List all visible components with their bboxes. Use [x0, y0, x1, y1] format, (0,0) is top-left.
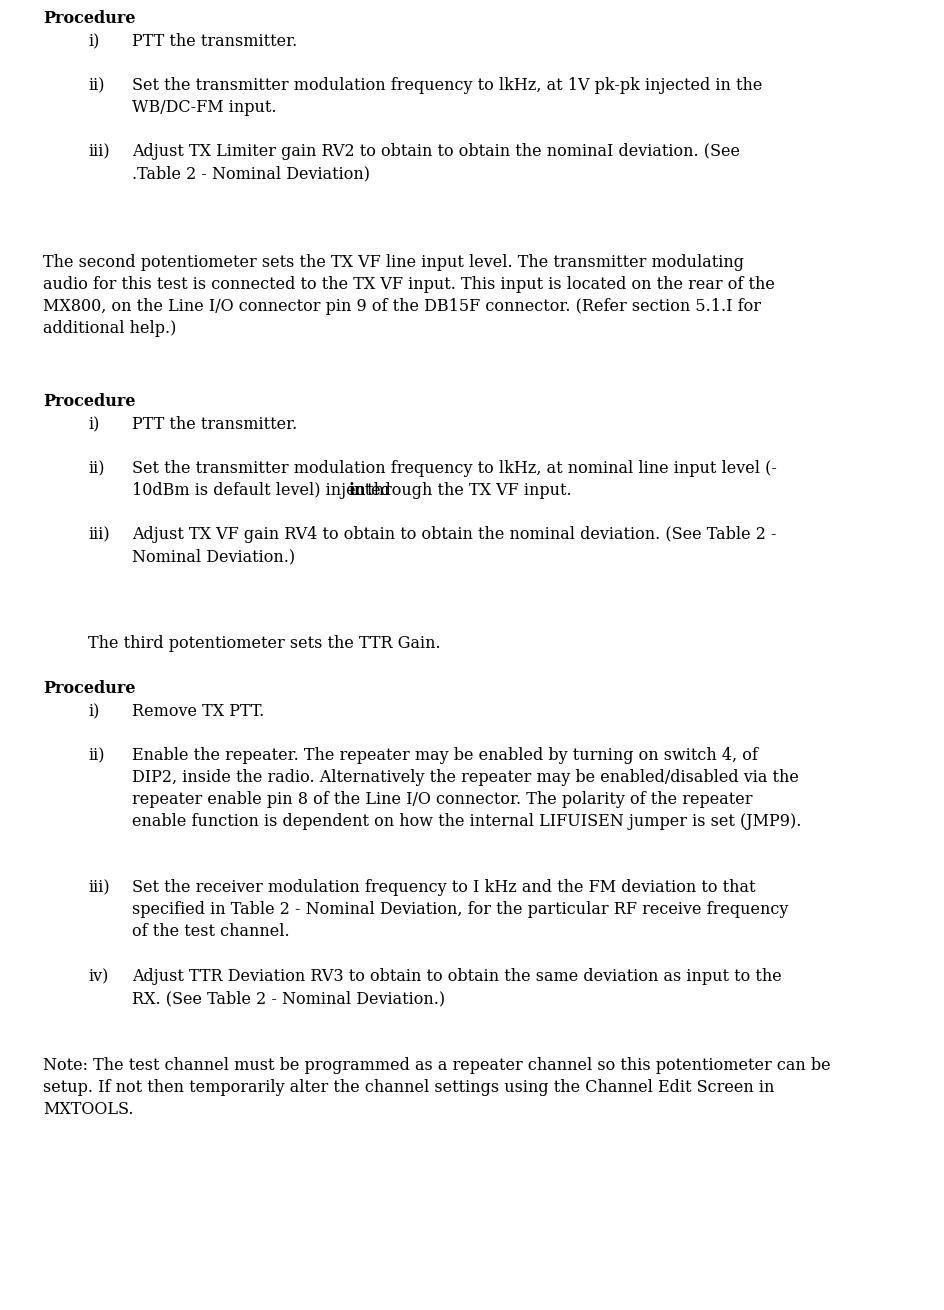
Text: Adjust TX VF gain RV4 to obtain to obtain the nominal deviation. (See Table 2 -: Adjust TX VF gain RV4 to obtain to obtai…	[132, 527, 776, 544]
Text: i): i)	[88, 33, 99, 50]
Text: ii): ii)	[88, 460, 105, 477]
Text: through the TX VF input.: through the TX VF input.	[362, 482, 571, 499]
Text: repeater enable pin 8 of the Line I/O connector. The polarity of the repeater: repeater enable pin 8 of the Line I/O co…	[132, 791, 751, 808]
Text: ii): ii)	[88, 77, 105, 94]
Text: Procedure: Procedure	[43, 680, 135, 697]
Text: Procedure: Procedure	[43, 393, 135, 410]
Text: audio for this test is connected to the TX VF input. This input is located on th: audio for this test is connected to the …	[43, 276, 774, 293]
Text: Nominal Deviation.): Nominal Deviation.)	[132, 548, 295, 565]
Text: PTT the transmitter.: PTT the transmitter.	[132, 417, 297, 434]
Text: The second potentiometer sets the TX VF line input level. The transmitter modula: The second potentiometer sets the TX VF …	[43, 254, 743, 271]
Text: 10dBm is default level) injected: 10dBm is default level) injected	[132, 482, 396, 499]
Text: iii): iii)	[88, 143, 110, 160]
Text: iii): iii)	[88, 527, 110, 544]
Text: enable function is dependent on how the internal LIFUISEN jumper is set (JMP9).: enable function is dependent on how the …	[132, 814, 801, 831]
Text: specified in Table 2 - Nominal Deviation, for the particular RF receive frequenc: specified in Table 2 - Nominal Deviation…	[132, 901, 787, 918]
Text: DIP2, inside the radio. Alternatively the repeater may be enabled/disabled via t: DIP2, inside the radio. Alternatively th…	[132, 769, 798, 786]
Text: PTT the transmitter.: PTT the transmitter.	[132, 33, 297, 50]
Text: ii): ii)	[88, 747, 105, 764]
Text: i): i)	[88, 417, 99, 434]
Text: Procedure: Procedure	[43, 10, 135, 28]
Text: in: in	[347, 482, 365, 499]
Text: of the test channel.: of the test channel.	[132, 924, 289, 941]
Text: additional help.): additional help.)	[43, 320, 177, 337]
Text: Adjust TTR Deviation RV3 to obtain to obtain the same deviation as input to the: Adjust TTR Deviation RV3 to obtain to ob…	[132, 968, 781, 985]
Text: MX800, on the Line I/O connector pin 9 of the DB15F connector. (Refer section 5.: MX800, on the Line I/O connector pin 9 o…	[43, 297, 760, 314]
Text: setup. If not then temporarily alter the channel settings using the Channel Edit: setup. If not then temporarily alter the…	[43, 1079, 773, 1096]
Text: .Table 2 - Nominal Deviation): .Table 2 - Nominal Deviation)	[132, 165, 370, 182]
Text: Remove TX PTT.: Remove TX PTT.	[132, 703, 264, 720]
Text: Enable the repeater. The repeater may be enabled by turning on switch 4, of: Enable the repeater. The repeater may be…	[132, 747, 757, 764]
Text: Adjust TX Limiter gain RV2 to obtain to obtain the nominaI deviation. (See: Adjust TX Limiter gain RV2 to obtain to …	[132, 143, 739, 160]
Text: Set the receiver modulation frequency to I kHz and the FM deviation to that: Set the receiver modulation frequency to…	[132, 879, 754, 896]
Text: MXTOOLS.: MXTOOLS.	[43, 1100, 133, 1117]
Text: RX. (See Table 2 - Nominal Deviation.): RX. (See Table 2 - Nominal Deviation.)	[132, 990, 445, 1007]
Text: Set the transmitter modulation frequency to lkHz, at nominal line input level (-: Set the transmitter modulation frequency…	[132, 460, 776, 477]
Text: iv): iv)	[88, 968, 109, 985]
Text: The third potentiometer sets the TTR Gain.: The third potentiometer sets the TTR Gai…	[88, 635, 440, 652]
Text: iii): iii)	[88, 879, 110, 896]
Text: Set the transmitter modulation frequency to lkHz, at 1V pk-pk injected in the: Set the transmitter modulation frequency…	[132, 77, 762, 94]
Text: WB/DC-FM input.: WB/DC-FM input.	[132, 100, 277, 117]
Text: Note: The test channel must be programmed as a repeater channel so this potentio: Note: The test channel must be programme…	[43, 1057, 830, 1074]
Text: i): i)	[88, 703, 99, 720]
